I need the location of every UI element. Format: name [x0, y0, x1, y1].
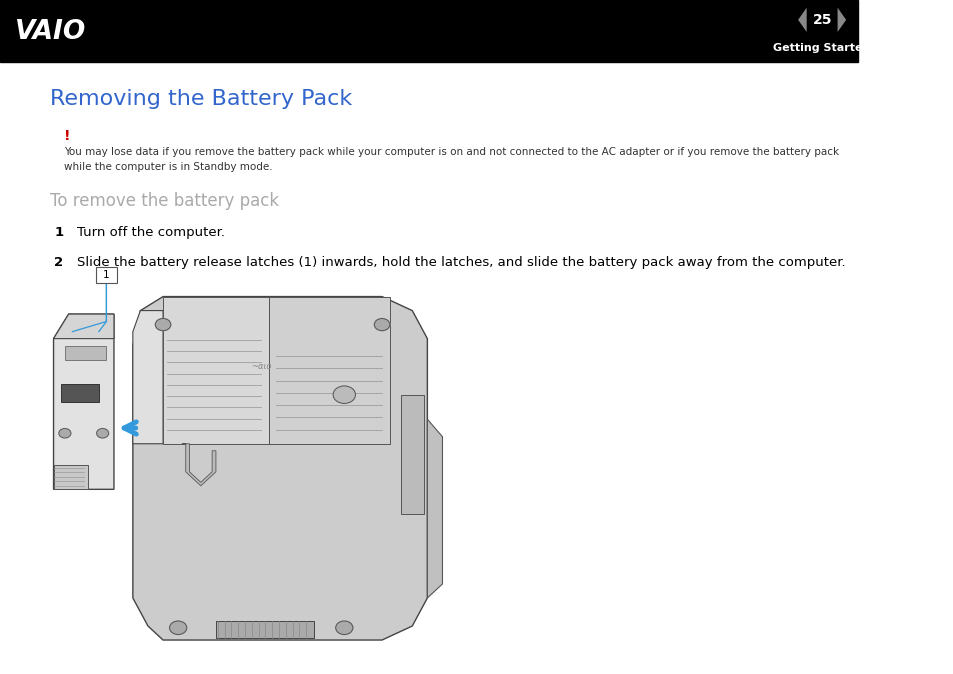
Text: 1: 1: [103, 270, 110, 280]
Text: Turn off the computer.: Turn off the computer.: [77, 226, 225, 239]
Polygon shape: [132, 297, 427, 640]
Text: 1: 1: [54, 226, 63, 239]
Polygon shape: [132, 311, 163, 443]
Circle shape: [96, 429, 109, 438]
Polygon shape: [269, 297, 389, 443]
Circle shape: [374, 319, 390, 331]
Text: To remove the battery pack: To remove the battery pack: [50, 192, 278, 210]
Circle shape: [155, 319, 171, 331]
Text: 25: 25: [812, 13, 831, 27]
Polygon shape: [215, 621, 314, 638]
Polygon shape: [65, 346, 107, 360]
Bar: [0, 0, 858, 62]
Polygon shape: [53, 314, 113, 489]
Polygon shape: [837, 7, 845, 32]
Polygon shape: [182, 443, 215, 486]
Polygon shape: [798, 7, 806, 32]
FancyBboxPatch shape: [96, 267, 116, 283]
Text: Getting Started: Getting Started: [773, 43, 870, 53]
Circle shape: [333, 386, 355, 404]
Polygon shape: [53, 465, 88, 489]
Polygon shape: [427, 419, 442, 598]
Text: You may lose data if you remove the battery pack while your computer is on and n: You may lose data if you remove the batt…: [64, 147, 839, 172]
Text: 2: 2: [54, 256, 63, 269]
Circle shape: [335, 621, 353, 634]
Polygon shape: [61, 384, 99, 402]
Text: !: !: [64, 129, 71, 144]
Circle shape: [170, 621, 187, 634]
Text: ~αιo: ~αιo: [251, 362, 272, 371]
Text: Removing the Battery Pack: Removing the Battery Pack: [50, 89, 352, 109]
Text: VAIO: VAIO: [15, 20, 87, 45]
Text: Slide the battery release latches (1) inwards, hold the latches, and slide the b: Slide the battery release latches (1) in…: [77, 256, 845, 269]
Polygon shape: [163, 297, 269, 443]
Polygon shape: [400, 395, 423, 514]
Polygon shape: [53, 314, 113, 338]
FancyArrowPatch shape: [124, 422, 136, 434]
Circle shape: [59, 429, 71, 438]
